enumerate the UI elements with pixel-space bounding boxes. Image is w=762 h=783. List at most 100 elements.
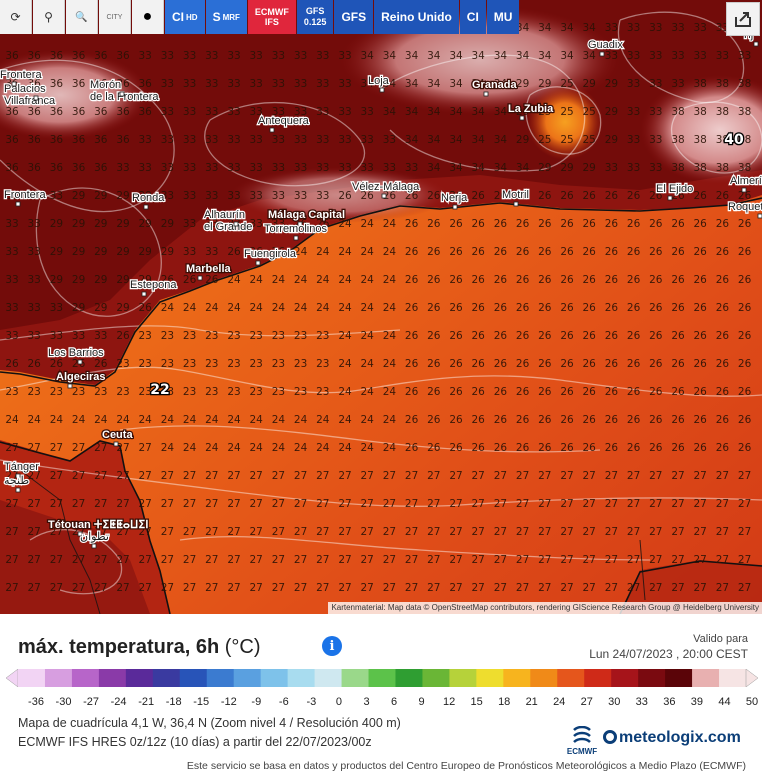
grid-value: 27 [716,498,729,510]
scale-swatch [152,669,181,687]
model-gfs-button[interactable]: GFS [334,0,374,34]
grid-value: 33 [649,106,662,118]
grid-value: 24 [161,442,175,454]
grid-value: 36 [5,134,19,146]
grid-value: 36 [5,106,19,118]
meteologix-brand[interactable]: meteologix.com [603,729,741,747]
grid-value: 33 [338,78,351,90]
grid-value: 36 [72,134,86,146]
model-ci-button[interactable]: CI [459,0,486,34]
grid-value: 26 [494,386,508,398]
place-marker [293,235,299,241]
model-reino-unido-button[interactable]: Reino Unido [374,0,459,34]
grid-value: 36 [72,50,86,62]
grid-value: 26 [649,246,663,258]
grid-value: 26 [649,358,663,370]
grid-value: 26 [583,274,597,286]
grid-value: 26 [472,274,486,286]
grid-value: 33 [694,22,707,34]
grid-value: 27 [405,498,418,510]
refresh-icon[interactable]: ⟳ [0,0,32,34]
grid-value: 27 [627,582,640,594]
grid-value: 29 [116,302,129,314]
grid-value: 26 [605,358,619,370]
place-marker [67,383,73,389]
grid-value: 27 [72,442,85,454]
grid-value: 24 [338,218,352,230]
grid-value: 26 [560,246,574,258]
grid-value: 27 [294,470,307,482]
grid-value: 27 [583,554,596,566]
grid-value: 36 [116,134,130,146]
grid-value: 33 [50,302,63,314]
grid-value: 27 [516,554,529,566]
scale-swatch [98,669,127,687]
place-label: Motril [502,189,529,201]
grid-value: 33 [139,134,152,146]
grid-value: 27 [560,582,573,594]
scale-swatch [584,669,612,687]
grid-value: 26 [427,386,441,398]
grid-value: 33 [205,134,218,146]
model-s-mrf-button[interactable]: S MRF [205,0,247,34]
grid-value: 33 [205,218,218,230]
grid-value: 26 [649,274,663,286]
grid-value: 27 [738,582,751,594]
model-ecmwf-ifs-button[interactable]: ECMWF IFS [247,0,296,34]
grid-value: 26 [538,218,552,230]
grid-value: 24 [272,302,286,314]
grid-value: 26 [405,302,419,314]
grid-value: 23 [94,386,107,398]
city-toggle-button[interactable]: CITY [99,0,131,34]
magnifier-icon[interactable]: 🔍 [66,0,98,34]
hot-zone-west [0,50,150,140]
map-canvas[interactable]: 34 34 34 34 33 33 33 33 33 33 33 36 36 36 36 36 36 33 33 33… [0,0,762,614]
place-marker [483,91,489,97]
grid-value: 26 [405,330,419,342]
grid-value: 33 [716,22,729,34]
grid-value: 33 [272,78,285,90]
place-marker [757,213,762,219]
model-gfs-0125-button[interactable]: GFS 0.125 [296,0,334,34]
grid-value: 33 [649,22,662,34]
grid-value: 26 [472,246,486,258]
scale-label: -30 [55,696,72,708]
place-marker [519,115,525,121]
grid-value: 26 [649,386,663,398]
grid-value: 24 [316,274,330,286]
grid-value: 36 [72,106,86,118]
share-icon[interactable] [726,2,760,36]
grid-value: 27 [427,554,440,566]
grid-value: 26 [716,358,730,370]
grid-value: 27 [227,498,240,510]
grid-value: 27 [627,498,640,510]
grid-value: 34 [405,106,419,118]
ecmwf-logo[interactable]: ECMWF [562,725,602,756]
weather-map[interactable]: 34 34 34 34 33 33 33 33 33 33 33 36 36 36 36 36 36 33 33 33… [0,0,762,614]
info-icon[interactable]: i [322,636,342,656]
grid-value: 36 [94,106,108,118]
grid-value: 27 [449,526,462,538]
scale-label: 21 [525,696,538,708]
grid-value: 33 [183,78,196,90]
model-mu-button[interactable]: MU [486,0,520,34]
grid-value: 23 [227,330,240,342]
grid-value: 23 [161,358,174,370]
grid-value: 23 [272,358,285,370]
grid-value: 33 [161,190,174,202]
grid-value: 26 [627,302,641,314]
grid-value: 26 [538,386,552,398]
grid-value: 26 [560,442,574,454]
grid-value: 23 [116,386,129,398]
grid-value: 36 [50,162,64,174]
scale-swatch [719,669,747,687]
model-ci-hd-button[interactable]: CI HD [165,0,205,34]
grid-value: 24 [250,414,264,426]
dot-icon[interactable]: ● [132,0,164,34]
grid-value: 26 [405,190,419,202]
grid-value: 26 [560,302,574,314]
scale-swatch [611,669,639,687]
grid-value: 27 [116,554,129,566]
grid-value: 34 [472,50,486,62]
location-pin-icon[interactable]: ⚲ [33,0,65,34]
